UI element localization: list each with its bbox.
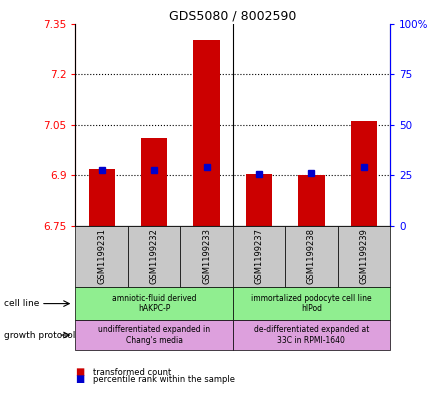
Text: GSM1199231: GSM1199231 — [97, 228, 106, 285]
Text: amniotic-fluid derived
hAKPC-P: amniotic-fluid derived hAKPC-P — [111, 294, 196, 313]
Bar — [350, 121, 376, 226]
Text: percentile rank within the sample: percentile rank within the sample — [92, 375, 234, 384]
Bar — [245, 174, 271, 226]
Bar — [88, 169, 114, 226]
Bar — [193, 40, 219, 226]
Bar — [298, 175, 324, 226]
Text: ■: ■ — [75, 367, 84, 377]
Text: transformed count: transformed count — [92, 368, 171, 376]
Text: ■: ■ — [75, 374, 84, 384]
Text: GSM1199238: GSM1199238 — [306, 228, 315, 285]
Text: cell line: cell line — [4, 299, 40, 308]
Text: GSM1199232: GSM1199232 — [149, 228, 158, 285]
Text: immortalized podocyte cell line
hIPod: immortalized podocyte cell line hIPod — [251, 294, 371, 313]
Title: GDS5080 / 8002590: GDS5080 / 8002590 — [169, 9, 296, 22]
Text: GSM1199239: GSM1199239 — [359, 228, 368, 285]
Text: growth protocol: growth protocol — [4, 331, 76, 340]
Text: GSM1199233: GSM1199233 — [202, 228, 211, 285]
Bar — [141, 138, 167, 226]
Text: undifferentiated expanded in
Chang's media: undifferentiated expanded in Chang's med… — [98, 325, 210, 345]
Text: GSM1199237: GSM1199237 — [254, 228, 263, 285]
Text: de-differentiated expanded at
33C in RPMI-1640: de-differentiated expanded at 33C in RPM… — [253, 325, 368, 345]
